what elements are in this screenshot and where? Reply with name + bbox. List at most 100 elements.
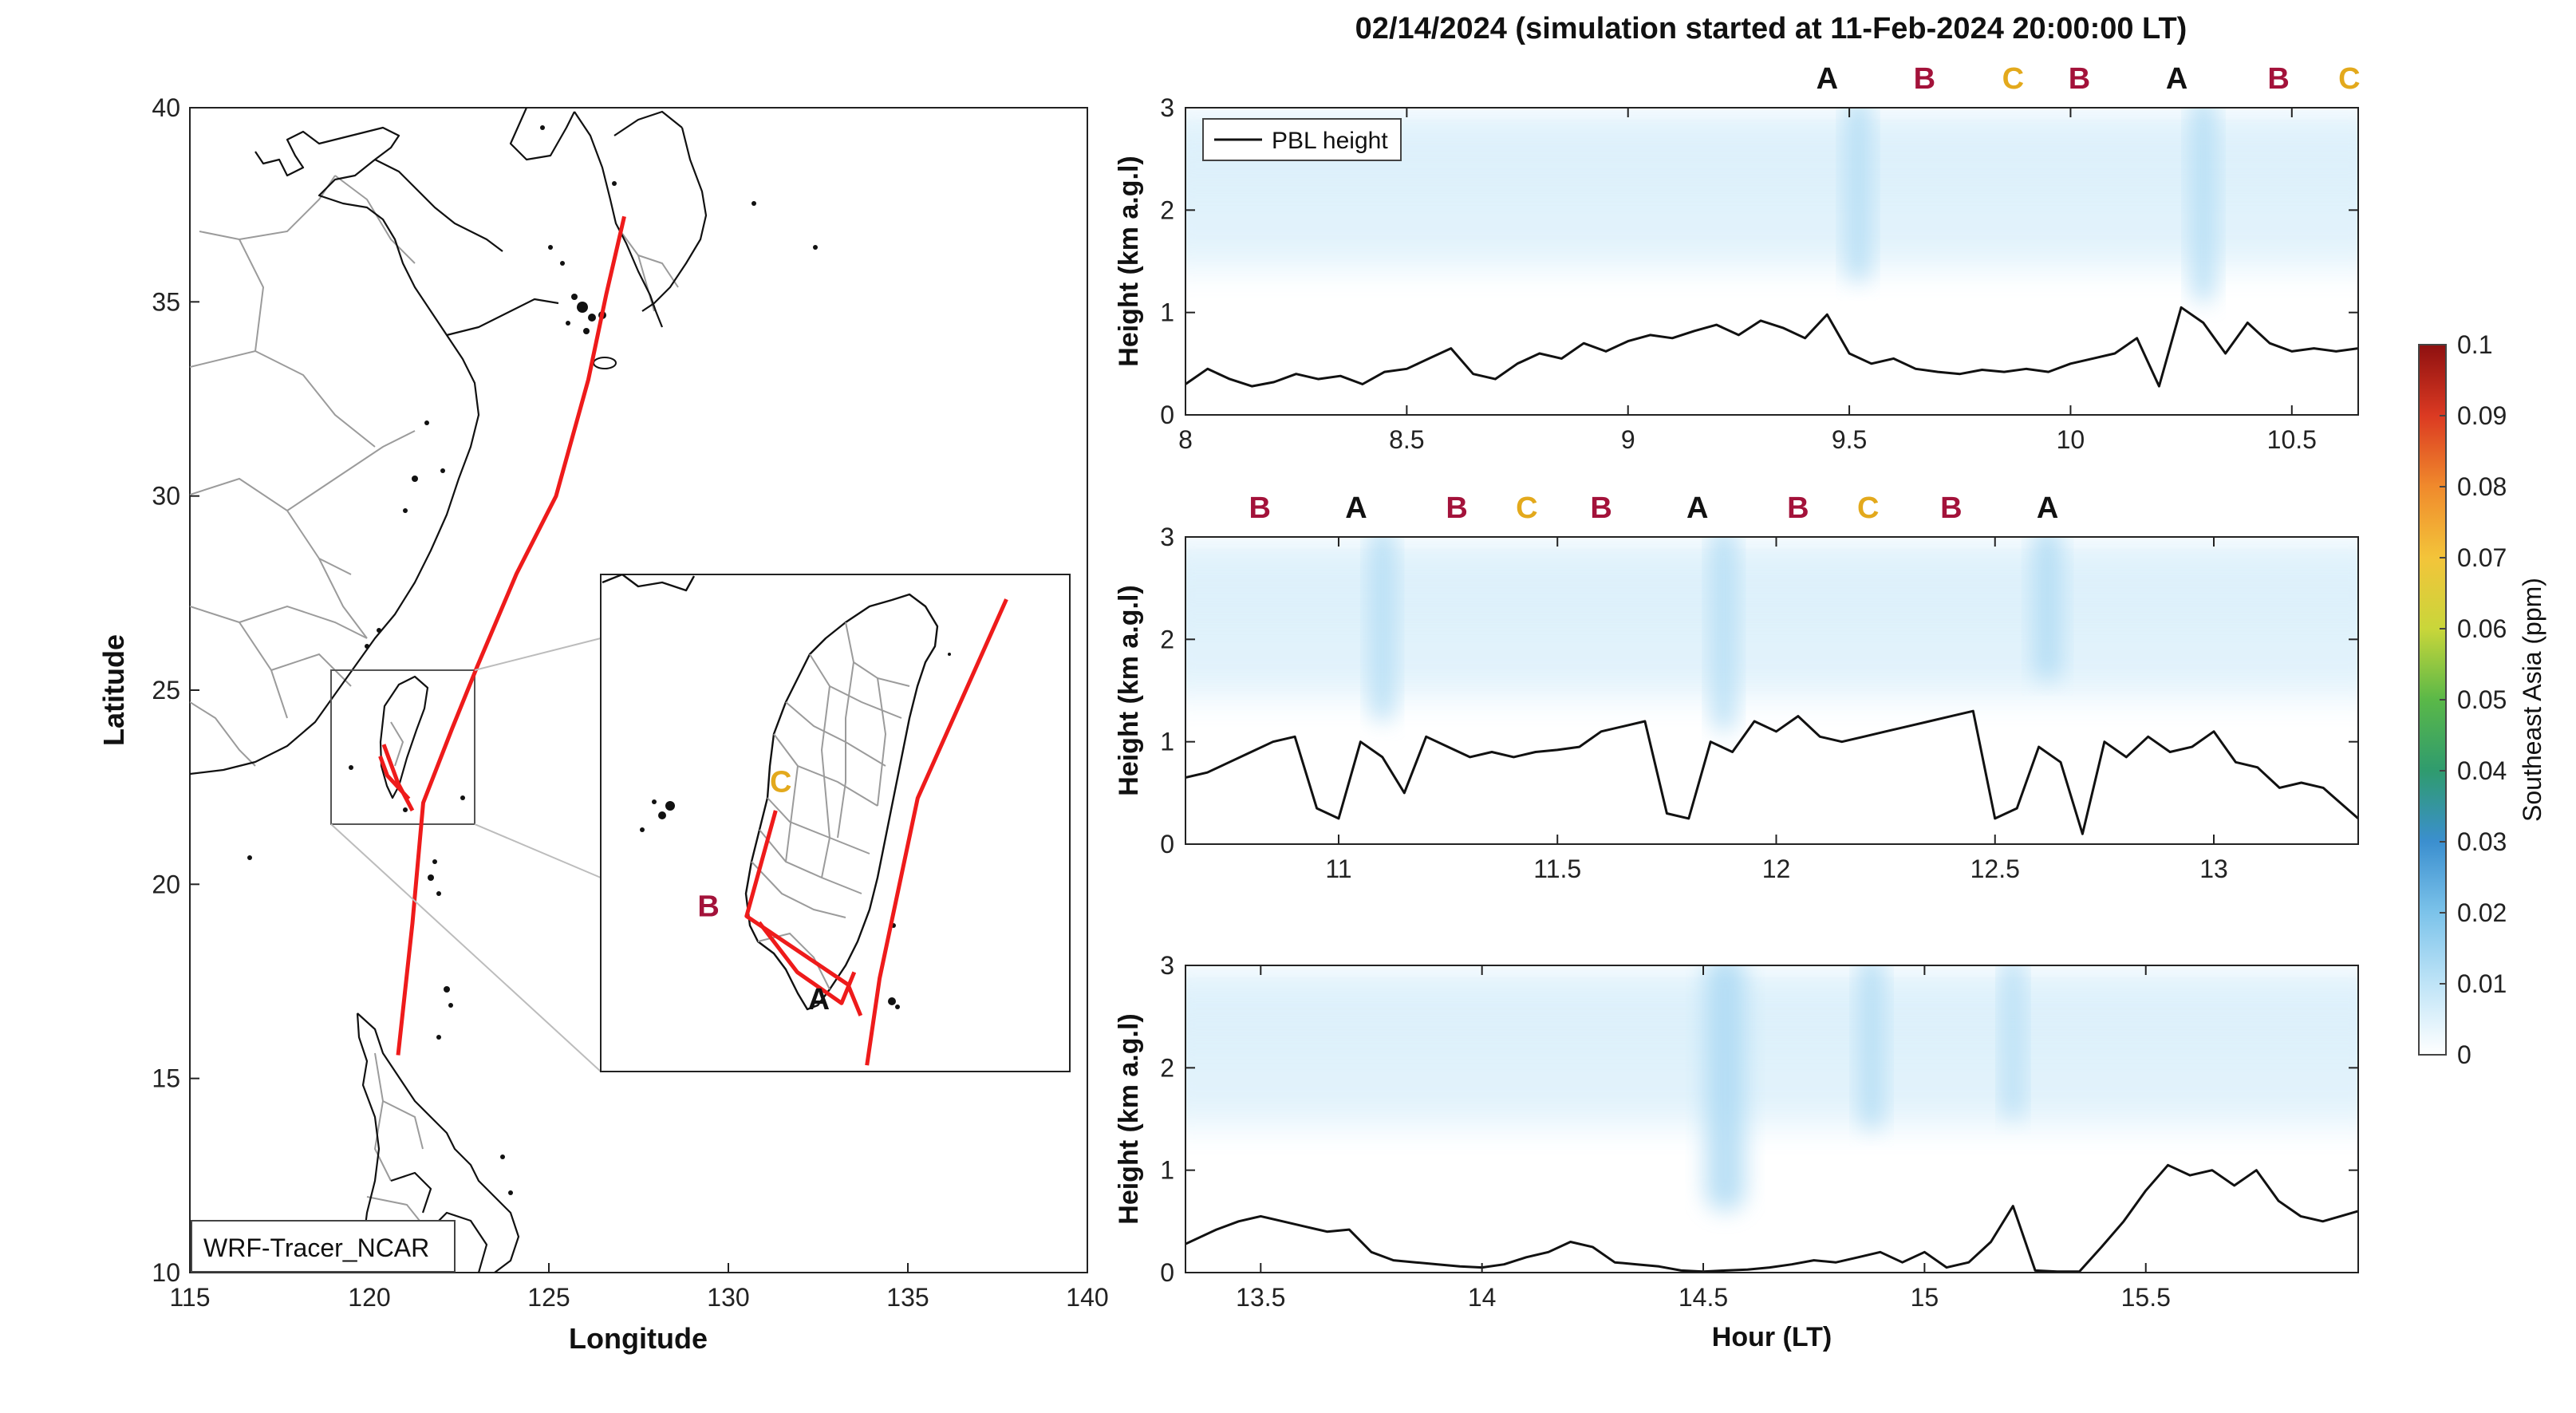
x-tick-label: 15.5 <box>2121 1283 2171 1312</box>
panel-3: 13.5 14 14.5 15 15.5 0 1 2 3 Height (km a.g.l) Hou… <box>1114 951 2359 1352</box>
tracer-plume <box>1860 965 1883 1130</box>
event-marker-B: B <box>1249 491 1271 525</box>
inset-map: A B C <box>600 574 1071 1072</box>
event-marker-A: A <box>1345 491 1367 525</box>
x-tick-label: 10 <box>2057 425 2085 454</box>
map-x-tick-label: 130 <box>707 1283 749 1312</box>
inset-connector-top <box>474 637 602 671</box>
colorbar-tick-label: 0.09 <box>2457 401 2507 430</box>
event-marker-C: C <box>2338 62 2360 96</box>
inset-connector-mid <box>474 823 602 878</box>
map-y-ticks: 10 15 20 25 30 35 40 <box>152 93 199 1287</box>
tracer-plume <box>1847 108 1870 282</box>
panel-1: 8 8.5 9 9.5 10 10.5 0 1 2 3 Height (km a.g.l) PBL h… <box>1114 62 2361 454</box>
tracer-plume <box>1705 965 1746 1211</box>
map-y-tick-label: 15 <box>152 1064 180 1093</box>
colorbar: 0 0.01 0.02 0.03 0.04 0.05 0.06 0.07 0.08 0.09 0.1… <box>2418 330 2546 1069</box>
colorbar-ticks: 0 0.01 0.02 0.03 0.04 0.05 0.06 0.07 0.08 0.09 0.1 <box>2440 330 2507 1069</box>
event-marker-B: B <box>1787 491 1809 525</box>
panel-frame <box>1185 965 2359 1273</box>
event-marker-B: B <box>2069 62 2090 96</box>
trajectory-leg <box>381 744 415 812</box>
inset-county-borders <box>751 622 910 990</box>
map-x-tick-label: 125 <box>527 1283 570 1312</box>
y-tick-label: 3 <box>1160 951 1174 980</box>
inset-frame <box>600 574 1071 1072</box>
event-marker-C: C <box>2002 62 2024 96</box>
event-marker-B: B <box>2267 62 2289 96</box>
event-marker-B: B <box>1590 491 1611 525</box>
colorbar-tick-label: 0.07 <box>2457 543 2507 572</box>
figure-title: 02/14/2024 (simulation started at 11-Feb… <box>1355 12 2187 45</box>
main-trajectory <box>396 215 626 1056</box>
map-x-tick-label: 140 <box>1066 1283 1108 1312</box>
inset-trajectories <box>744 598 1008 1066</box>
x-tick-label: 14 <box>1468 1283 1497 1312</box>
map-y-tick-label: 35 <box>152 287 180 316</box>
inset-marker-B: B <box>697 890 719 923</box>
y-tick-label: 1 <box>1160 1156 1174 1185</box>
map-xlabel: Longitude <box>569 1322 708 1355</box>
panel-frame <box>1185 536 2359 845</box>
pbl-height-line <box>1185 1163 2358 1273</box>
event-marker-A: A <box>1817 62 1838 96</box>
coastlines <box>190 108 708 1273</box>
inset-main-trajectory <box>865 598 1008 1066</box>
y-axis-label: Height (km a.g.l) <box>1114 585 1144 795</box>
map-panel: 115 120 125 130 135 140 10 15 20 25 30 35 40 Longit… <box>97 93 1109 1355</box>
map-y-tick-label: 25 <box>152 676 180 705</box>
x-tick-label: 11 <box>1325 855 1351 883</box>
x-tick-label: 9.5 <box>1832 425 1867 454</box>
colorbar-label: Southeast Asia (ppm) <box>2518 578 2546 822</box>
x-tick-label: 9 <box>1621 425 1635 454</box>
x-tick-label: 12 <box>1762 855 1791 883</box>
x-tick-label: 13 <box>2199 855 2228 883</box>
colorbar-tick-label: 0.05 <box>2457 685 2507 714</box>
tracer-plume <box>1712 537 1735 732</box>
event-marker-C: C <box>1857 491 1879 525</box>
event-marker-B: B <box>1914 62 1935 96</box>
pbl-height-line <box>1185 709 2358 835</box>
map-y-tick-label: 40 <box>152 93 180 122</box>
x-axis-label: Hour (LT) <box>1712 1322 1832 1352</box>
map-x-ticks: 115 120 125 130 135 140 <box>169 1263 1109 1312</box>
x-tick-label: 12.5 <box>1970 855 2020 883</box>
y-tick-label: 2 <box>1160 1053 1174 1082</box>
y-tick-label: 3 <box>1160 523 1174 551</box>
tracer-plume <box>2004 965 2022 1119</box>
event-marker-B: B <box>1446 491 1467 525</box>
event-marker-C: C <box>1516 491 1537 525</box>
map-trajectories <box>378 215 626 1056</box>
x-tick-label: 8.5 <box>1389 425 1424 454</box>
x-tick-label: 10.5 <box>2267 425 2317 454</box>
tracer-field <box>1185 537 2358 835</box>
map-x-tick-label: 135 <box>886 1283 929 1312</box>
event-marker-A: A <box>2166 62 2187 96</box>
colorbar-tick-label: 0.06 <box>2457 614 2507 643</box>
map-x-tick-label: 115 <box>169 1283 210 1312</box>
tracer-band-core <box>1185 991 2358 1058</box>
tracer-plume <box>2034 537 2061 681</box>
x-tick-label: 11.5 <box>1533 855 1581 883</box>
inset-connector-bottom <box>330 823 602 1072</box>
y-tick-label: 0 <box>1160 830 1174 858</box>
colorbar-tick-label: 0 <box>2457 1040 2471 1069</box>
colorbar-tick-label: 0.01 <box>2457 969 2507 998</box>
map-y-tick-label: 20 <box>152 870 180 898</box>
y-axis-label: Height (km a.g.l) <box>1114 156 1144 366</box>
map-y-tick-label: 30 <box>152 482 180 511</box>
event-marker-A: A <box>2037 491 2058 525</box>
y-tick-label: 0 <box>1160 401 1174 429</box>
x-tick-label: 14.5 <box>1679 1283 1728 1312</box>
colorbar-tick-label: 0.1 <box>2457 330 2492 359</box>
inset-region-box <box>330 669 475 825</box>
x-tick-label: 13.5 <box>1236 1283 1285 1312</box>
y-tick-label: 1 <box>1160 728 1174 756</box>
x-tick-label: 15 <box>1911 1283 1939 1312</box>
y-tick-label: 2 <box>1160 625 1174 653</box>
y-axis-label: Height (km a.g.l) <box>1114 1013 1144 1224</box>
province-borders <box>190 175 679 1245</box>
y-tick-label: 1 <box>1160 298 1174 327</box>
